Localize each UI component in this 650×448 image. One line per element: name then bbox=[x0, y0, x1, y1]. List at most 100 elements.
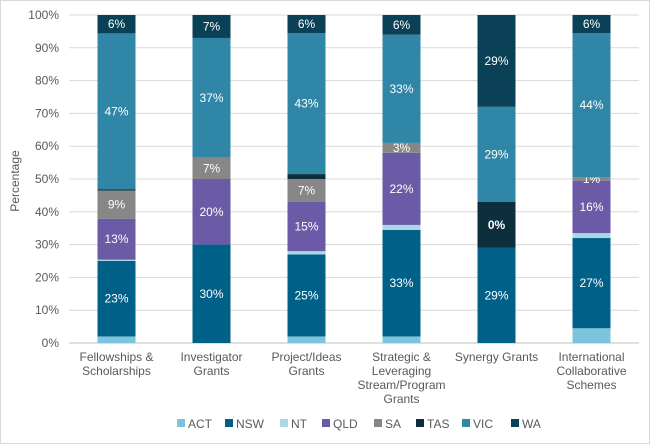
x-category-label: International Collaborative Schemes bbox=[556, 350, 626, 392]
data-label: 6% bbox=[393, 18, 411, 32]
bars: 23% 13% 9% 47% 6% 30% 20% 7% 37% 7% 25% 15% 7% 43% 6% 3… bbox=[97, 15, 611, 343]
bar-segment-tas bbox=[287, 174, 326, 179]
data-label: 23% bbox=[104, 292, 128, 306]
bar-segment-qld bbox=[192, 179, 231, 245]
bar-segment-sa bbox=[287, 179, 326, 202]
bar-segment-sa bbox=[572, 177, 611, 181]
bar-segment-wa bbox=[572, 15, 611, 34]
bar-segment-qld bbox=[572, 180, 611, 234]
y-tick-label: 20% bbox=[35, 270, 59, 284]
bar-segment-nsw bbox=[97, 261, 136, 337]
legend-label: TAS bbox=[427, 417, 449, 431]
bar-segment-vic bbox=[382, 34, 421, 143]
bar-segment-tas bbox=[477, 201, 516, 248]
data-label: 47% bbox=[104, 104, 128, 118]
legend-swatch-tas bbox=[416, 419, 424, 427]
data-label: 7% bbox=[203, 19, 221, 33]
bar-segment-vic bbox=[192, 37, 231, 158]
legend-label: NSW bbox=[236, 417, 265, 431]
bar-segment-wa bbox=[192, 15, 231, 38]
data-label: 37% bbox=[199, 91, 223, 105]
legend-label: QLD bbox=[333, 417, 358, 431]
legend-swatch-qld bbox=[322, 419, 330, 427]
y-tick-label: 90% bbox=[35, 41, 59, 55]
data-label: 3% bbox=[393, 141, 411, 155]
y-tick-label: 70% bbox=[35, 106, 59, 120]
y-tick-label: 40% bbox=[35, 205, 59, 219]
y-tick-label: 80% bbox=[35, 74, 59, 88]
x-category-label: Project/Ideas Grants bbox=[271, 350, 341, 378]
data-label: 13% bbox=[104, 232, 128, 246]
bar-segment-qld bbox=[287, 201, 326, 252]
bar-segment-act bbox=[382, 336, 421, 343]
y-tick-label: 0% bbox=[42, 336, 60, 350]
bar-segment-wa bbox=[287, 15, 326, 34]
data-label: 25% bbox=[294, 288, 318, 302]
legend-swatch-vic bbox=[462, 419, 470, 427]
x-category-label: Investigator Grants bbox=[180, 350, 242, 378]
legend-swatch-wa bbox=[511, 419, 519, 427]
legend-swatch-act bbox=[177, 419, 185, 427]
bar-segment-wa bbox=[97, 15, 136, 34]
data-label: 7% bbox=[298, 183, 316, 197]
data-label: 33% bbox=[389, 82, 413, 96]
y-axis-ticks: 0% 10% 20% 30% 40% 50% 60% 70% 80% 90% 100% bbox=[28, 8, 59, 350]
bar-segment-sa bbox=[382, 142, 421, 153]
bar-segment-nsw bbox=[572, 238, 611, 329]
y-tick-label: 30% bbox=[35, 238, 59, 252]
y-tick-label: 50% bbox=[35, 172, 59, 186]
data-label: 20% bbox=[199, 205, 223, 219]
bar-segment-vic bbox=[572, 33, 611, 178]
bar-segment-nsw bbox=[192, 244, 231, 343]
x-axis-categories: Fellowships & Scholarships Investigator Gra… bbox=[79, 350, 626, 406]
bar-segment-nsw bbox=[477, 247, 516, 343]
legend-label: NT bbox=[291, 417, 308, 431]
data-label: 6% bbox=[583, 17, 601, 31]
x-category-label: Strategic & Leveraging Stream/Program Grant… bbox=[357, 350, 445, 406]
bar-segment-wa bbox=[382, 15, 421, 35]
bar-segment-act bbox=[572, 328, 611, 343]
bar-segment-vic bbox=[287, 33, 326, 175]
legend: ACT NSW NT QLD SA TAS VIC WA bbox=[177, 417, 541, 431]
data-label: 30% bbox=[199, 287, 223, 301]
bar-segment-vic bbox=[97, 33, 136, 190]
bar-segment-nt bbox=[572, 233, 611, 239]
bar-segment-sa bbox=[97, 190, 136, 219]
bar-segment-act bbox=[97, 336, 136, 343]
bar-segment-nt bbox=[382, 224, 421, 230]
bar-segment-tas bbox=[97, 189, 136, 191]
bar-segment-nt bbox=[97, 259, 136, 261]
y-axis-label: Percentage bbox=[8, 150, 22, 212]
data-label: 16% bbox=[579, 200, 603, 214]
data-label: 33% bbox=[389, 276, 413, 290]
bar-segment-sa bbox=[192, 157, 231, 179]
gridlines bbox=[69, 14, 639, 344]
bar-segment-act bbox=[287, 336, 326, 343]
legend-label: WA bbox=[522, 417, 541, 431]
legend-label: SA bbox=[385, 417, 401, 431]
data-label: 6% bbox=[298, 17, 316, 31]
data-label: 7% bbox=[203, 161, 221, 175]
data-label: 43% bbox=[294, 97, 318, 111]
bar-segment-nsw bbox=[382, 229, 421, 337]
x-category-label: Fellowships & Scholarships bbox=[79, 350, 153, 378]
data-label: 44% bbox=[579, 98, 603, 112]
y-tick-label: 100% bbox=[28, 8, 59, 22]
data-label: 0% bbox=[488, 218, 506, 232]
data-label: 9% bbox=[108, 198, 126, 212]
bar-segment-nt bbox=[287, 251, 326, 255]
bar-segment-qld bbox=[382, 152, 421, 225]
y-tick-label: 60% bbox=[35, 139, 59, 153]
data-label: 27% bbox=[579, 276, 603, 290]
y-tick-label: 10% bbox=[35, 303, 59, 317]
bar-segment-nsw bbox=[287, 254, 326, 337]
bar-segment-wa bbox=[477, 15, 516, 107]
legend-label: ACT bbox=[188, 417, 213, 431]
legend-label: VIC bbox=[473, 417, 493, 431]
legend-swatch-nt bbox=[280, 419, 288, 427]
data-label: 15% bbox=[294, 220, 318, 234]
data-label: 29% bbox=[484, 54, 508, 68]
x-category-label: Synergy Grants bbox=[455, 350, 538, 364]
